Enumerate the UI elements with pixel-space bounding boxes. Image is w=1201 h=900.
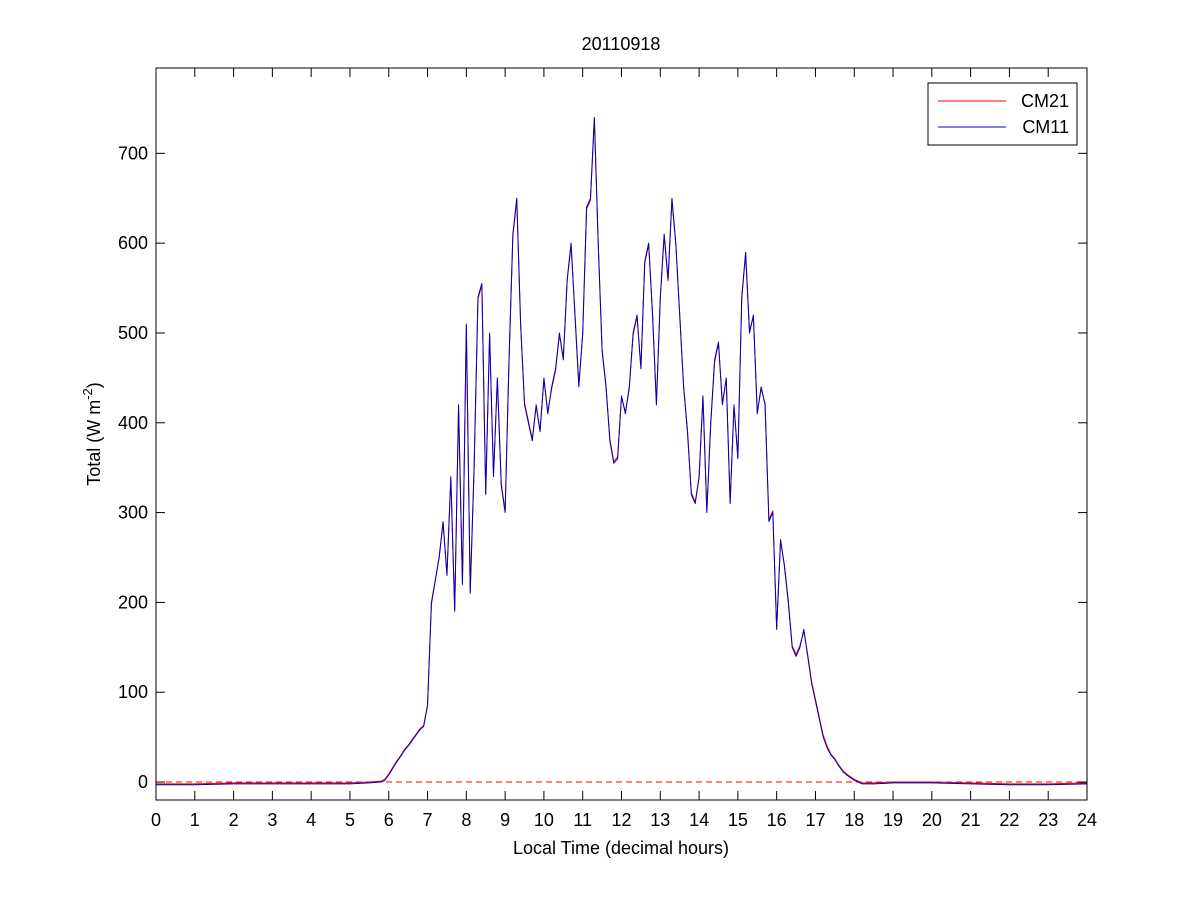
x-tick-label: 20 [922,810,942,830]
x-tick-label: 6 [384,810,394,830]
x-tick-label: 14 [689,810,709,830]
y-tick-label: 300 [118,503,148,523]
y-tick-label: 0 [138,772,148,792]
x-tick-label: 18 [844,810,864,830]
x-tick-label: 21 [961,810,981,830]
chart-title: 20110918 [582,34,661,54]
x-tick-label: 17 [805,810,825,830]
x-tick-label: 12 [611,810,631,830]
y-axis-label-suffix: ) [84,382,104,388]
series-line [156,116,1088,786]
x-tick-label: 2 [229,810,239,830]
y-tick-label: 700 [118,143,148,163]
y-axis-label: Total (W m-2) [80,382,104,486]
x-tick-label: 7 [423,810,433,830]
x-tick-label: 13 [650,810,670,830]
x-tick-label: 10 [534,810,554,830]
y-axis-label-text: Total (W m [84,400,104,486]
x-tick-label: 16 [767,810,787,830]
x-tick-label: 23 [1038,810,1058,830]
x-tick-label: 4 [306,810,316,830]
x-tick-label: 8 [461,810,471,830]
x-tick-label: 9 [500,810,510,830]
legend: CM21 CM11 [927,82,1078,146]
legend-label: CM11 [1022,117,1069,137]
x-axis-label: Local Time (decimal hours) [513,838,729,858]
x-tick-label: 22 [999,810,1019,830]
y-tick-label: 100 [118,682,148,702]
y-tick-label: 600 [118,233,148,253]
legend-label: CM21 [1021,91,1069,111]
x-tick-label: 3 [267,810,277,830]
y-tick-label: 500 [118,323,148,343]
y-tick-label: 200 [118,592,148,612]
x-tick-label: 15 [728,810,748,830]
x-tick-label: 1 [190,810,200,830]
x-tick-label: 11 [573,810,592,830]
x-tick-label: 0 [151,810,161,830]
x-tick-label: 24 [1077,810,1097,830]
y-axis-label-superscript: -2 [80,388,95,400]
legend-box [927,82,1078,146]
x-tick-label: 19 [883,810,903,830]
y-tick-label: 400 [118,413,148,433]
x-tick-label: 5 [345,810,355,830]
